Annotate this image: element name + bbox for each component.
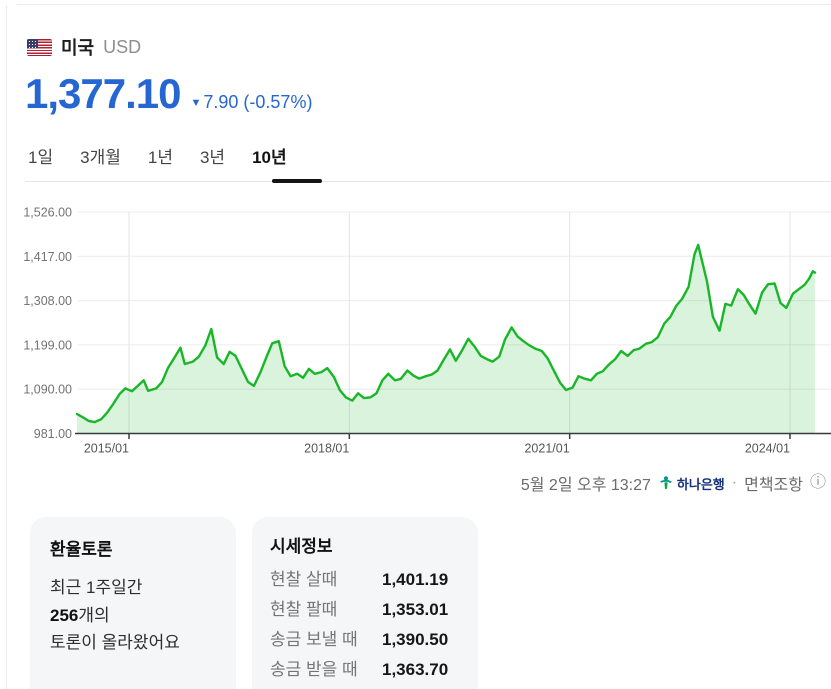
discussion-card-body: 최근 1주일간 256개의 토론이 올라왔어요 [50, 574, 216, 657]
tab-1day[interactable]: 1일 [28, 148, 54, 167]
rate-row-value: 1,353.01 [382, 600, 449, 619]
current-rate: 1,377.10 [25, 70, 181, 117]
rate-row-value: 1,390.50 [382, 630, 449, 649]
svg-text:1,090.00: 1,090.00 [23, 383, 72, 397]
rate-row-label: 현찰 살때 [270, 570, 338, 589]
svg-text:2015/01: 2015/01 [84, 442, 129, 456]
tab-1year[interactable]: 1년 [147, 148, 173, 167]
period-tabs: 1일 3개월 1년 3년 10년 [28, 143, 287, 168]
us-flag-icon [27, 38, 52, 56]
hana-bank-icon [660, 476, 672, 490]
country-header: 미국 USD [27, 34, 141, 60]
svg-text:2024/01: 2024/01 [745, 442, 790, 456]
currency-code: USD [103, 36, 142, 57]
discussion-line2: 256개의 [50, 605, 110, 625]
chart-svg[interactable]: 1,526.00 1,417.00 1,308.00 1,199.00 1,090.00… [0, 195, 831, 457]
svg-text:2018/01: 2018/01 [304, 442, 349, 456]
price-row: 1,377.10 ▼ 7.90 (-0.57%) [25, 70, 312, 118]
exchange-rate-chart[interactable]: 1,526.00 1,417.00 1,308.00 1,199.00 1,090.00… [0, 195, 831, 457]
left-border-line [6, 6, 7, 689]
rate-row-value: 1,363.70 [382, 660, 449, 679]
country-name: 미국 [61, 38, 95, 58]
discussion-line1: 최근 1주일간 [50, 578, 143, 597]
rate-change-text: 7.90 (-0.57%) [203, 92, 313, 112]
tab-3months[interactable]: 3개월 [80, 148, 121, 167]
rate-row-label: 송금 보낼 때 [270, 630, 358, 649]
rate-row-label: 송금 받을 때 [270, 660, 358, 679]
bank-name: 하나은행 [676, 476, 725, 492]
info-icon[interactable]: ⓘ [809, 474, 826, 491]
tab-10years[interactable]: 10년 [252, 148, 287, 167]
discussion-card-title: 환율토론 [50, 540, 113, 559]
svg-text:1,417.00: 1,417.00 [23, 250, 72, 264]
rate-row-value: 1,401.19 [382, 570, 449, 589]
svg-text:981.00: 981.00 [34, 427, 72, 441]
active-tab-underline [272, 179, 322, 183]
hana-bank-logo: 하나은행 [658, 474, 725, 493]
discussion-count: 256 [50, 605, 79, 625]
price-info-card[interactable]: 시세정보 현찰 살때 1,401.19 현찰 팔때 1,353.01 송금 보낼… [252, 517, 478, 689]
price-info-title: 시세정보 [270, 537, 333, 556]
svg-text:1,526.00: 1,526.00 [23, 206, 72, 220]
rate-change: ▼ 7.90 (-0.57%) [191, 92, 313, 113]
chart-meta-row: 5월 2일 오후 13:27 하나은행 · 면책조항 ⓘ [0, 471, 826, 495]
tabs-divider-line [25, 181, 831, 182]
quote-timestamp: 5월 2일 오후 13:27 [520, 477, 651, 494]
down-arrow-icon: ▼ [190, 97, 202, 109]
svg-text:1,199.00: 1,199.00 [23, 338, 72, 352]
tab-3years[interactable]: 3년 [199, 148, 226, 167]
svg-text:1,308.00: 1,308.00 [23, 294, 72, 308]
price-info-rows: 현찰 살때 1,401.19 현찰 팔때 1,353.01 송금 보낼 때 1,… [270, 565, 460, 685]
discussion-card[interactable]: 환율토론 최근 1주일간 256개의 토론이 올라왔어요 [30, 517, 236, 689]
meta-separator: · [731, 474, 738, 491]
rate-row-label: 현찰 팔때 [270, 600, 338, 619]
discussion-line3: 토론이 올라왔어요 [50, 633, 180, 653]
disclaimer-link[interactable]: 면책조항 [744, 477, 803, 494]
svg-text:2021/01: 2021/01 [524, 442, 569, 456]
top-divider-line [17, 4, 831, 5]
